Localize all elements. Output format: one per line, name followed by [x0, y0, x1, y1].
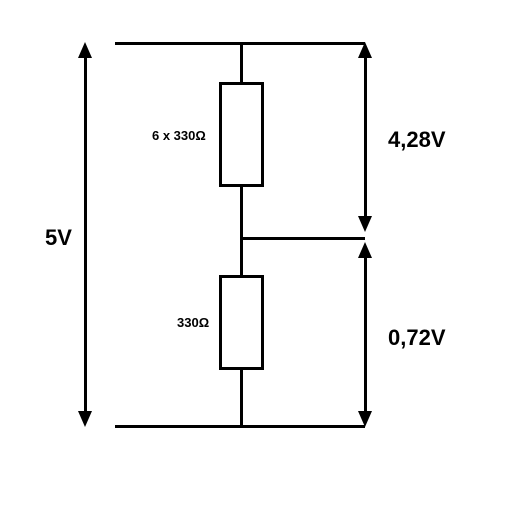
resistor-top-label: 6 x 330Ω	[152, 128, 206, 143]
measure-left-label: 5V	[45, 225, 72, 251]
measure-left-arrow-up	[78, 42, 92, 58]
measure-right-top-arrow-down	[358, 216, 372, 232]
resistor-bottom	[219, 275, 264, 370]
measure-right-top-line	[364, 52, 367, 224]
resistor-bottom-label: 330Ω	[177, 315, 209, 330]
measure-right-top-arrow-up	[358, 42, 372, 58]
measure-right-bottom-arrow-up	[358, 242, 372, 258]
measure-right-top-label: 4,28V	[388, 127, 446, 153]
wire-tap	[240, 237, 365, 240]
resistor-top	[219, 82, 264, 187]
measure-right-bottom-arrow-down	[358, 411, 372, 427]
measure-left-line	[84, 52, 87, 417]
measure-right-bottom-label: 0,72V	[388, 325, 446, 351]
measure-left-arrow-down	[78, 411, 92, 427]
circuit-diagram: 6 x 330Ω 330Ω 5V 4,28V 0,72V	[0, 0, 512, 512]
measure-right-bottom-line	[364, 252, 367, 417]
